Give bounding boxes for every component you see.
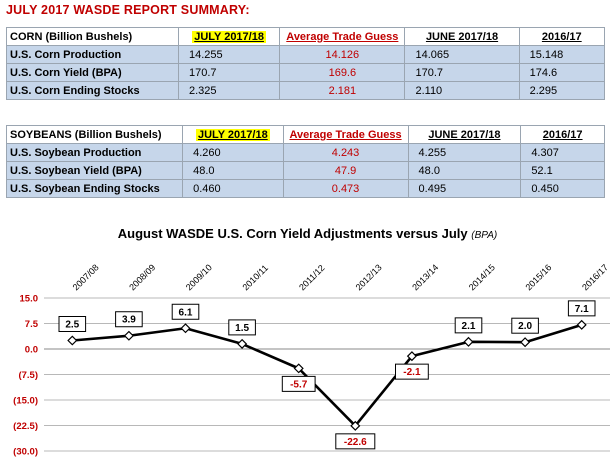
y-tick-label: 15.0	[20, 294, 39, 305]
cell-guess: 47.9	[282, 161, 409, 180]
x-tick-label: 2014/15	[467, 262, 497, 292]
data-label-box	[567, 300, 596, 317]
y-tick-label: (7.5)	[18, 370, 38, 381]
soybean-table: SOYBEANS (Billion Bushels) JULY 2017/18 …	[5, 125, 605, 198]
soy-header-row: SOYBEANS (Billion Bushels) JULY 2017/18 …	[5, 125, 605, 144]
corn-header-guess: Average Trade Guess	[279, 27, 406, 46]
table-row: U.S. Corn Production 14.255 14.126 14.06…	[6, 45, 606, 64]
cell-prior: 4.307	[520, 143, 605, 162]
cell-june: 48.0	[407, 161, 522, 180]
x-tick-label: 2010/11	[240, 263, 270, 293]
data-point	[576, 319, 587, 330]
cell-prior: 52.1	[520, 161, 605, 180]
cell-july: 170.7	[177, 63, 281, 82]
data-point	[293, 363, 304, 374]
data-label: 7.1	[575, 304, 589, 315]
data-point	[123, 330, 134, 341]
soy-header-guess: Average Trade Guess	[282, 125, 409, 144]
data-label: 2.5	[65, 320, 79, 331]
row-label: U.S. Corn Yield (BPA)	[6, 63, 179, 82]
x-tick-label: 2007/08	[71, 262, 101, 292]
x-tick-label: 2011/12	[297, 263, 327, 293]
cell-guess: 14.126	[279, 45, 406, 64]
data-label: 1.5	[235, 323, 249, 334]
x-tick-label: 2016/17	[580, 262, 610, 292]
y-tick-label: (15.0)	[13, 396, 38, 407]
cell-july: 14.255	[177, 45, 281, 64]
corn-header-label: CORN (Billion Bushels)	[6, 27, 179, 46]
cell-june: 4.255	[407, 143, 522, 162]
x-tick-label: 2008/09	[127, 262, 157, 292]
data-label: 3.9	[122, 315, 136, 326]
data-label: -5.7	[290, 379, 308, 390]
y-tick-label: (22.5)	[13, 421, 38, 432]
data-point	[67, 335, 78, 346]
data-point	[350, 420, 361, 431]
table-row: U.S. Soybean Ending Stocks 0.460 0.473 0…	[5, 179, 605, 198]
cell-june: 0.495	[407, 179, 522, 198]
x-tick-label: 2013/14	[410, 262, 440, 292]
table-row: U.S. Corn Yield (BPA) 170.7 169.6 170.7 …	[6, 63, 606, 82]
row-label: U.S. Soybean Production	[5, 143, 184, 162]
data-label-box	[58, 316, 87, 332]
corn-header-prior: 2016/17	[518, 27, 606, 46]
data-point	[520, 337, 531, 348]
cell-guess: 0.473	[282, 179, 409, 198]
cell-guess: 4.243	[282, 143, 409, 162]
soy-header-prior: 2016/17	[520, 125, 605, 144]
data-point	[180, 323, 191, 334]
data-label-box	[115, 311, 143, 328]
x-tick-label: 2012/13	[354, 262, 384, 292]
corn-header-july-text: JULY 2017/18	[192, 30, 266, 43]
cell-guess: 169.6	[279, 63, 406, 82]
row-label: U.S. Corn Production	[6, 45, 179, 64]
data-point	[463, 336, 474, 347]
cell-prior: 174.6	[518, 63, 606, 82]
data-label-box	[511, 317, 539, 334]
row-label: U.S. Soybean Ending Stocks	[5, 179, 184, 198]
table-row: U.S. Corn Ending Stocks 2.325 2.181 2.11…	[6, 81, 606, 100]
data-label-box	[395, 363, 429, 380]
cell-june: 14.065	[404, 45, 520, 64]
y-tick-label: 0.0	[25, 345, 38, 356]
data-label-box	[335, 433, 376, 450]
data-label-box	[171, 303, 200, 320]
data-label: -2.1	[403, 367, 421, 378]
x-tick-label: 2015/16	[523, 262, 553, 292]
series-line	[72, 323, 583, 428]
cell-guess: 2.181	[279, 81, 406, 100]
cell-july: 48.0	[182, 161, 284, 180]
soy-header-july-text: JULY 2017/18	[195, 128, 270, 141]
data-label-box	[281, 375, 316, 392]
data-label-box	[228, 319, 256, 336]
data-label-box	[454, 317, 483, 334]
corn-table: CORN (Billion Bushels) JULY 2017/18 Aver…	[6, 27, 606, 100]
row-label: U.S. Corn Ending Stocks	[6, 81, 179, 100]
chart-title-text: August WASDE U.S. Corn Yield Adjustments…	[117, 226, 468, 241]
cell-july: 4.260	[182, 143, 284, 162]
cell-july: 2.325	[177, 81, 281, 100]
corn-header-july: JULY 2017/18	[177, 27, 281, 46]
chart-title: August WASDE U.S. Corn Yield Adjustments…	[0, 226, 615, 241]
data-point	[237, 338, 248, 349]
cell-prior: 2.295	[518, 81, 606, 100]
chart-title-unit: (BPA)	[471, 230, 498, 241]
data-label: 6.1	[179, 307, 193, 318]
soy-header-july: JULY 2017/18	[182, 125, 284, 144]
x-tick-label: 2009/10	[184, 262, 214, 292]
data-label: 2.1	[462, 321, 476, 332]
y-tick-label: (30.0)	[13, 447, 38, 458]
corn-header-row: CORN (Billion Bushels) JULY 2017/18 Aver…	[6, 27, 606, 46]
cell-prior: 0.450	[520, 179, 605, 198]
report-title: JULY 2017 WASDE REPORT SUMMARY:	[6, 3, 250, 17]
data-label: -22.6	[344, 437, 367, 448]
cell-prior: 15.148	[518, 45, 606, 64]
table-row: U.S. Soybean Production 4.260 4.243 4.25…	[5, 143, 605, 162]
y-tick-label: 7.5	[25, 319, 39, 330]
cell-july: 0.460	[182, 179, 284, 198]
data-point	[406, 351, 417, 362]
data-label: 2.0	[518, 321, 532, 332]
